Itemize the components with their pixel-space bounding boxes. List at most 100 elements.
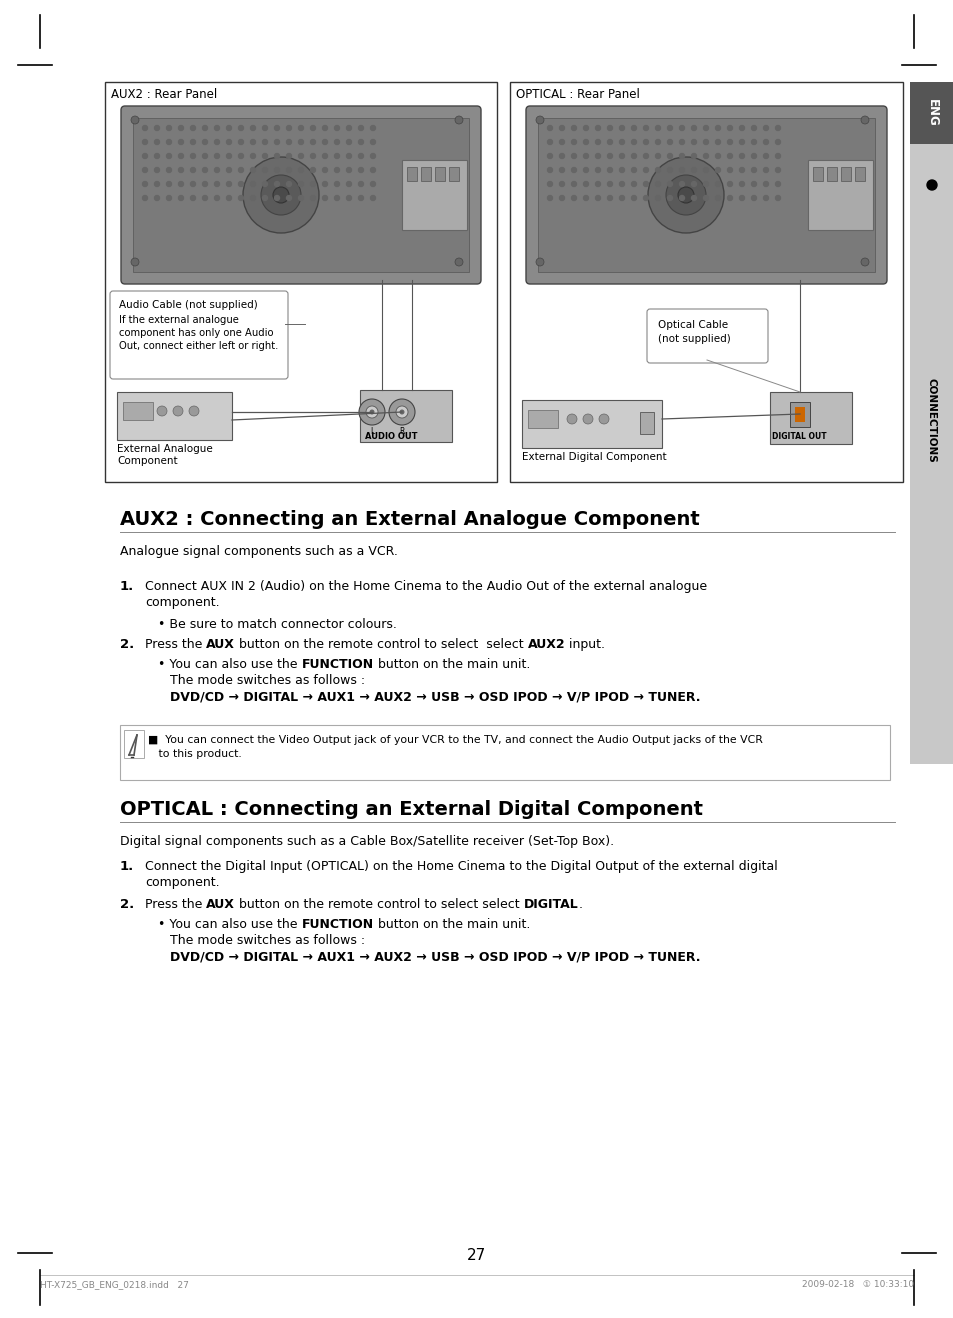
- Circle shape: [262, 182, 267, 187]
- Circle shape: [558, 153, 564, 158]
- Circle shape: [157, 406, 167, 416]
- Text: L: L: [370, 427, 374, 436]
- Circle shape: [691, 153, 696, 158]
- Circle shape: [643, 167, 648, 173]
- Circle shape: [346, 182, 351, 187]
- Text: Optical Cable: Optical Cable: [658, 320, 727, 330]
- Circle shape: [142, 182, 148, 187]
- Circle shape: [238, 125, 243, 130]
- Circle shape: [142, 125, 148, 130]
- Circle shape: [571, 167, 576, 173]
- Text: Analogue signal components such as a VCR.: Analogue signal components such as a VCR…: [120, 546, 397, 558]
- Circle shape: [167, 140, 172, 145]
- Text: AUX2 : Rear Panel: AUX2 : Rear Panel: [111, 88, 217, 101]
- Circle shape: [298, 140, 303, 145]
- Circle shape: [655, 125, 659, 130]
- Circle shape: [691, 140, 696, 145]
- Circle shape: [583, 140, 588, 145]
- Text: DVD/CD → DIGITAL → AUX1 → AUX2 → USB → OSD IPOD → V/P IPOD → TUNER.: DVD/CD → DIGITAL → AUX1 → AUX2 → USB → O…: [170, 950, 700, 963]
- Text: 2.: 2.: [120, 898, 134, 911]
- Circle shape: [335, 167, 339, 173]
- Circle shape: [618, 140, 624, 145]
- Circle shape: [214, 195, 219, 200]
- Circle shape: [335, 153, 339, 158]
- Circle shape: [582, 414, 593, 424]
- Circle shape: [262, 140, 267, 145]
- Bar: [120, 725, 889, 780]
- Circle shape: [202, 153, 208, 158]
- Text: • Be sure to match connector colours.: • Be sure to match connector colours.: [158, 618, 396, 631]
- Circle shape: [370, 125, 375, 130]
- Circle shape: [262, 125, 267, 130]
- Circle shape: [739, 167, 743, 173]
- Circle shape: [395, 406, 408, 418]
- Bar: [909, 82, 953, 144]
- Text: DVD/CD → DIGITAL → AUX1 → AUX2 → USB → OSD IPOD → V/P IPOD → TUNER.: DVD/CD → DIGITAL → AUX1 → AUX2 → USB → O…: [170, 691, 700, 702]
- Circle shape: [691, 167, 696, 173]
- Text: button on the main unit.: button on the main unit.: [374, 658, 530, 671]
- Circle shape: [702, 140, 708, 145]
- Circle shape: [167, 125, 172, 130]
- Circle shape: [214, 182, 219, 187]
- Circle shape: [566, 414, 577, 424]
- Circle shape: [202, 125, 208, 130]
- Circle shape: [154, 182, 159, 187]
- Text: HT-X725_GB_ENG_0218.indd   27: HT-X725_GB_ENG_0218.indd 27: [40, 1280, 189, 1289]
- Circle shape: [202, 195, 208, 200]
- Circle shape: [370, 167, 375, 173]
- Circle shape: [335, 195, 339, 200]
- Text: to this product.: to this product.: [148, 749, 241, 759]
- Circle shape: [739, 182, 743, 187]
- Circle shape: [346, 167, 351, 173]
- Bar: [769, 391, 851, 444]
- Circle shape: [631, 140, 636, 145]
- Circle shape: [358, 167, 363, 173]
- Circle shape: [667, 167, 672, 173]
- Circle shape: [715, 195, 720, 200]
- Circle shape: [142, 195, 148, 200]
- Circle shape: [226, 125, 232, 130]
- Circle shape: [238, 195, 243, 200]
- Circle shape: [243, 157, 318, 233]
- Circle shape: [618, 167, 624, 173]
- Circle shape: [178, 140, 183, 145]
- Text: If the external analogue: If the external analogue: [119, 315, 238, 326]
- Bar: [639, 413, 654, 434]
- Bar: [123, 402, 152, 420]
- Circle shape: [346, 125, 351, 130]
- Circle shape: [618, 125, 624, 130]
- Circle shape: [727, 125, 732, 130]
- Circle shape: [547, 182, 552, 187]
- Text: (not supplied): (not supplied): [658, 333, 730, 344]
- Circle shape: [310, 140, 315, 145]
- Circle shape: [191, 182, 195, 187]
- Circle shape: [631, 182, 636, 187]
- Circle shape: [358, 140, 363, 145]
- Circle shape: [274, 167, 279, 173]
- Text: • You can also use the: • You can also use the: [158, 658, 301, 671]
- Circle shape: [202, 182, 208, 187]
- Circle shape: [583, 153, 588, 158]
- Circle shape: [655, 167, 659, 173]
- Text: R: R: [399, 427, 404, 436]
- Circle shape: [178, 195, 183, 200]
- Circle shape: [154, 140, 159, 145]
- Text: OPTICAL : Connecting an External Digital Component: OPTICAL : Connecting an External Digital…: [120, 800, 702, 818]
- Circle shape: [643, 125, 648, 130]
- Circle shape: [455, 116, 462, 124]
- FancyBboxPatch shape: [121, 105, 480, 283]
- Circle shape: [762, 125, 768, 130]
- Circle shape: [274, 140, 279, 145]
- Circle shape: [274, 195, 279, 200]
- Circle shape: [346, 195, 351, 200]
- Circle shape: [618, 182, 624, 187]
- Circle shape: [389, 399, 415, 424]
- Circle shape: [131, 116, 139, 124]
- Circle shape: [727, 167, 732, 173]
- Circle shape: [727, 140, 732, 145]
- Circle shape: [547, 167, 552, 173]
- Text: The mode switches as follows :: The mode switches as follows :: [170, 673, 365, 687]
- Circle shape: [154, 167, 159, 173]
- Bar: [789, 402, 809, 427]
- Circle shape: [583, 195, 588, 200]
